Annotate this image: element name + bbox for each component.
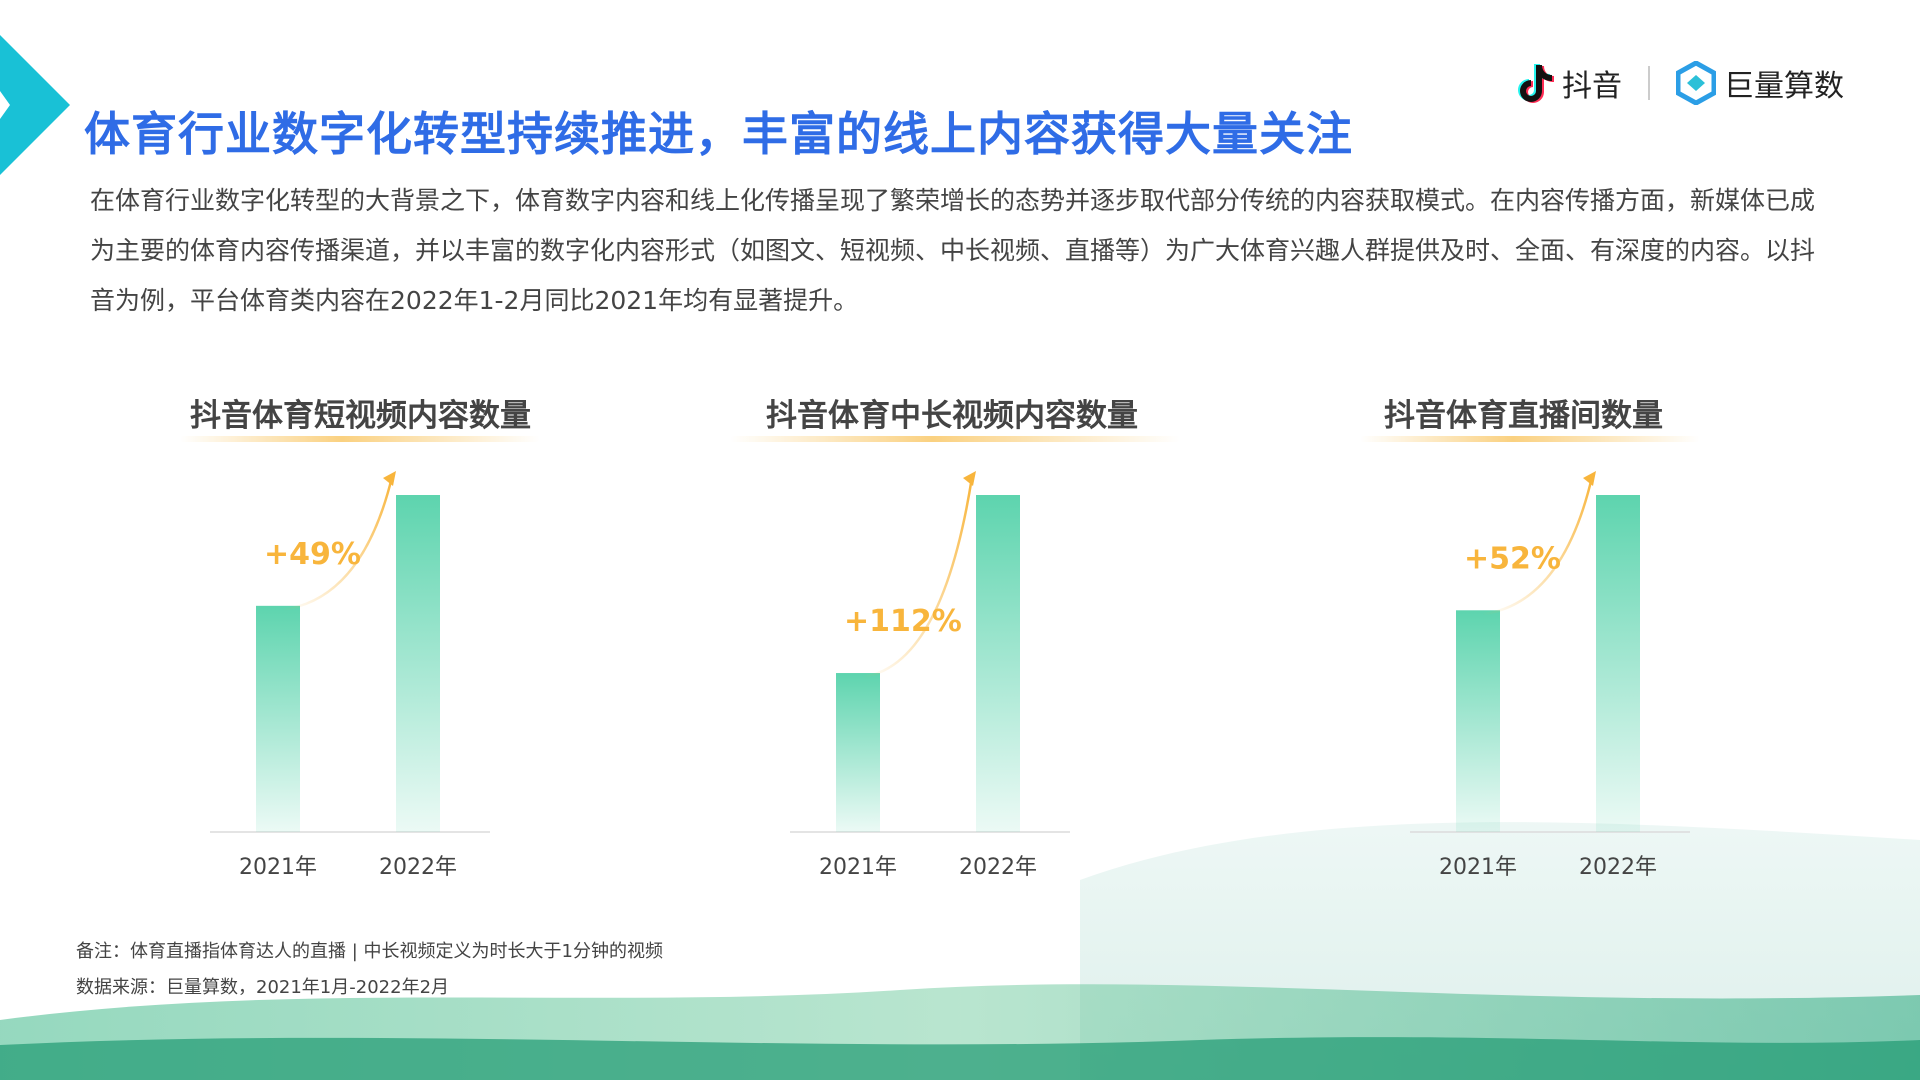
brand-logos: 抖音 巨量算数 [1514, 58, 1844, 108]
chart-title-underline [730, 436, 1180, 442]
bar-1 [836, 673, 880, 832]
douyin-logo: 抖音 [1514, 61, 1622, 105]
corner-chevron-decoration [0, 35, 70, 175]
remark-note: 备注：体育直播指体育达人的直播 | 中长视频定义为时长大于1分钟的视频 [76, 941, 663, 962]
growth-arrow-head [1583, 471, 1596, 486]
chart-title: 抖音体育直播间数量 [1384, 398, 1663, 434]
chart-plot: 2021年 2022年 +112% [790, 471, 1070, 880]
bar-2 [976, 495, 1020, 832]
x-tick-label: 2021年 [819, 855, 897, 880]
bar-1 [1456, 610, 1500, 832]
douyin-note-icon [1518, 64, 1554, 103]
chart-plot: 2021年 2022年 +49% [210, 471, 490, 880]
chart-title: 抖音体育短视频内容数量 [190, 398, 531, 434]
x-tick-label: 2021年 [1439, 855, 1517, 880]
chart-title: 抖音体育中长视频内容数量 [766, 398, 1138, 434]
chart-live-room: 抖音体育直播间数量 2021年 2022年 +52% [1360, 380, 1900, 900]
source-note: 数据来源：巨量算数，2021年1月-2022年2月 [76, 977, 450, 998]
chart-title-underline [1360, 436, 1700, 442]
growth-label: +52% [1464, 541, 1561, 576]
chart-title-underline [180, 436, 540, 442]
growth-label: +49% [264, 537, 361, 572]
x-tick-label: 2022年 [1579, 855, 1657, 880]
chart-plot: 2021年 2022年 +52% [1410, 471, 1690, 880]
juliang-logo: 巨量算数 [1676, 61, 1844, 105]
page-title: 体育行业数字化转型持续推进，丰富的线上内容获得大量关注 [84, 107, 1353, 161]
chart-long-video: 抖音体育中长视频内容数量 2021年 2022年 +112% [730, 380, 1280, 900]
douyin-logo-text: 抖音 [1562, 69, 1622, 104]
x-tick-label: 2022年 [959, 855, 1037, 880]
growth-arrow-curve [1481, 476, 1594, 616]
juliang-logo-text: 巨量算数 [1724, 69, 1844, 104]
growth-arrow-head [963, 471, 976, 486]
growth-arrow-head [383, 471, 396, 486]
intro-paragraph: 在体育行业数字化转型的大背景之下，体育数字内容和线上化传播呈现了繁荣增长的态势并… [90, 186, 1816, 315]
juliang-diamond-icon [1676, 61, 1716, 105]
logo-divider [1648, 66, 1650, 100]
background-hills [0, 822, 1920, 1080]
footnotes: 备注：体育直播指体育达人的直播 | 中长视频定义为时长大于1分钟的视频 数据来源… [76, 934, 663, 1006]
bar-2 [396, 495, 440, 832]
growth-arrow-curve [861, 476, 974, 679]
x-tick-label: 2022年 [379, 855, 457, 880]
growth-arrow-curve [281, 476, 394, 612]
growth-label: +112% [844, 604, 962, 639]
bar-1 [256, 605, 300, 832]
bar-2 [1596, 495, 1640, 832]
chart-short-video: 抖音体育短视频内容数量 2021年 2022年 +49% [180, 380, 700, 900]
x-tick-label: 2021年 [239, 855, 317, 880]
